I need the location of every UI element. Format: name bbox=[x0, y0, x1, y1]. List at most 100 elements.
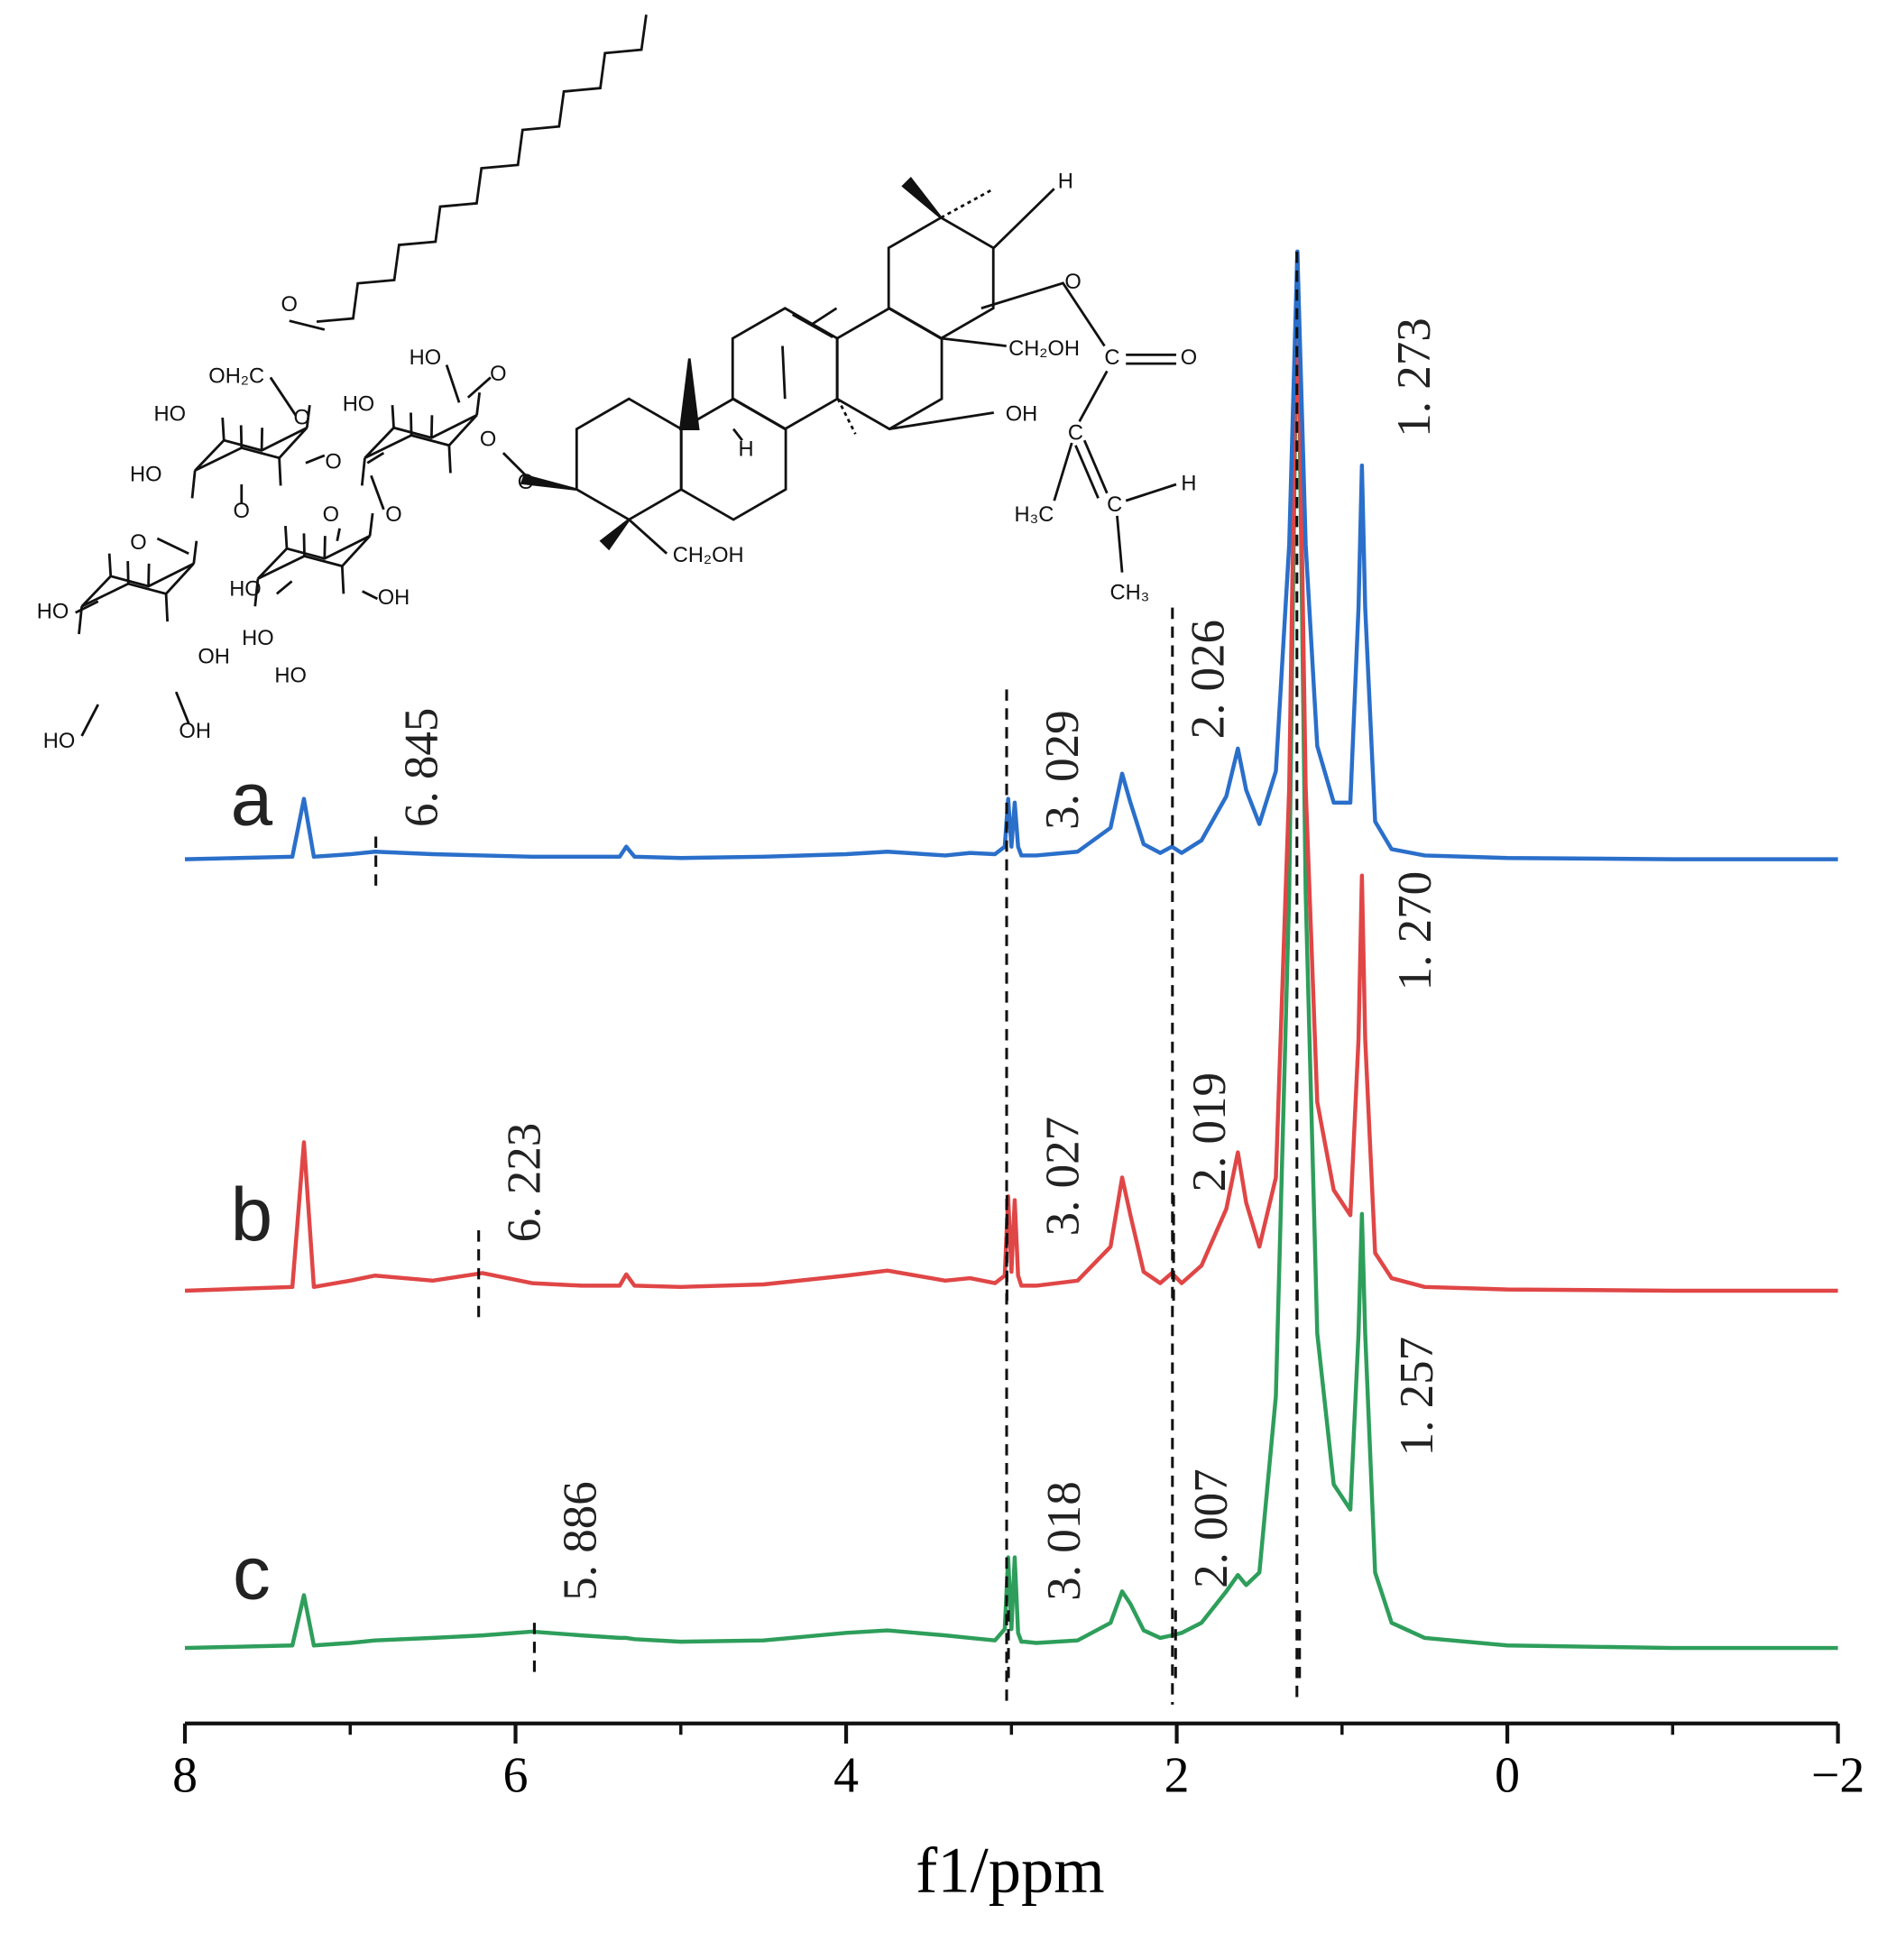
hashed-bond bbox=[836, 398, 857, 435]
alkyl-chain bbox=[316, 14, 648, 324]
substituent bbox=[278, 457, 282, 486]
peak-label: 3. 027 bbox=[1036, 1117, 1089, 1236]
atom-label: O bbox=[323, 503, 339, 527]
sugar-ring bbox=[364, 414, 478, 459]
ring bbox=[887, 216, 995, 340]
substituent bbox=[391, 405, 395, 428]
bond bbox=[275, 580, 293, 595]
atom-label: HO bbox=[343, 392, 375, 416]
atom-label: O bbox=[1181, 346, 1197, 370]
bond bbox=[810, 307, 838, 327]
substituent bbox=[368, 512, 374, 537]
series-label: a bbox=[231, 757, 273, 842]
bond bbox=[1078, 370, 1109, 422]
bond bbox=[1074, 445, 1100, 499]
bond bbox=[1082, 439, 1109, 494]
atom-label: OH bbox=[378, 586, 410, 610]
wedge bbox=[599, 518, 631, 551]
bond bbox=[80, 704, 100, 737]
atom-label: O bbox=[325, 451, 341, 474]
atom-label: H bbox=[1181, 472, 1196, 495]
substituent bbox=[284, 525, 289, 549]
atom-label: HO bbox=[37, 601, 69, 624]
bond bbox=[992, 188, 1055, 249]
substituent bbox=[221, 417, 226, 441]
atom-label: O bbox=[1064, 271, 1081, 294]
bond bbox=[366, 451, 385, 465]
substituent bbox=[429, 415, 434, 438]
x-tick-label: 4 bbox=[833, 1747, 859, 1803]
substituent bbox=[192, 540, 198, 565]
substituent bbox=[305, 404, 311, 428]
x-tick-label: 0 bbox=[1495, 1747, 1520, 1803]
substituent bbox=[302, 533, 306, 557]
double-bond bbox=[791, 313, 833, 339]
peak-label: 1. 270 bbox=[1389, 871, 1441, 990]
atom-label: HO bbox=[130, 464, 162, 487]
bond bbox=[732, 428, 743, 442]
ring bbox=[835, 307, 944, 431]
atom-label: H₃C bbox=[1014, 503, 1054, 527]
atom-label: CH₂OH bbox=[1008, 337, 1080, 361]
sugar-ring bbox=[80, 562, 195, 608]
bond bbox=[1116, 515, 1124, 573]
substituent bbox=[164, 594, 170, 622]
peak-label: 3. 018 bbox=[1038, 1481, 1091, 1600]
atom-label: C bbox=[1068, 421, 1083, 445]
x-tick-label: 2 bbox=[1164, 1747, 1190, 1803]
peak-label: 6. 223 bbox=[499, 1123, 551, 1242]
peak-label: 3. 029 bbox=[1036, 710, 1089, 829]
substituent bbox=[190, 470, 197, 499]
atom-label: OH₂C bbox=[208, 365, 264, 389]
sugar-ring bbox=[256, 534, 372, 580]
peak-label: 6. 845 bbox=[396, 708, 448, 827]
bond bbox=[1125, 483, 1177, 502]
atom-label: OH bbox=[179, 720, 211, 743]
bond bbox=[305, 454, 326, 465]
atom-label: C bbox=[1107, 493, 1122, 517]
spectrum-line bbox=[184, 249, 1838, 1651]
x-tick-label: −2 bbox=[1811, 1747, 1864, 1803]
series-label: b bbox=[231, 1172, 273, 1256]
spectrum-line bbox=[184, 249, 1838, 861]
bond bbox=[289, 319, 326, 331]
atom-label: CH₃ bbox=[1109, 582, 1149, 605]
x-axis-label: f1/ppm bbox=[916, 1834, 1104, 1907]
atom-label: OH bbox=[1006, 403, 1038, 427]
wedge bbox=[520, 474, 577, 491]
bond bbox=[370, 474, 385, 511]
substituent bbox=[253, 578, 260, 607]
atom-label: O bbox=[518, 471, 534, 494]
atom-label: OH bbox=[198, 646, 230, 669]
bond bbox=[269, 376, 297, 417]
atom-label: O bbox=[234, 500, 250, 523]
hashed-bond bbox=[940, 188, 995, 219]
bond bbox=[362, 590, 379, 601]
peak-label: 2. 019 bbox=[1183, 1072, 1236, 1192]
bond bbox=[75, 600, 99, 614]
atom-label: CH₂OH bbox=[673, 544, 744, 567]
chemical-structure bbox=[75, 14, 1177, 737]
substituent bbox=[126, 561, 130, 584]
bond bbox=[781, 345, 787, 400]
atom-label: O bbox=[385, 503, 401, 527]
substituent bbox=[340, 566, 345, 594]
peak-label: 2. 007 bbox=[1185, 1468, 1238, 1587]
wedge bbox=[901, 176, 943, 219]
series-label: c bbox=[233, 1530, 271, 1615]
bond bbox=[466, 376, 492, 399]
atom-label: H bbox=[1058, 170, 1073, 194]
bond bbox=[445, 364, 461, 403]
substituent bbox=[360, 457, 366, 486]
peak-label: 5. 886 bbox=[554, 1481, 606, 1600]
bond bbox=[628, 519, 668, 555]
bond bbox=[980, 281, 1106, 347]
bond bbox=[156, 537, 189, 555]
atom-label: O bbox=[294, 407, 310, 430]
sugar-ring bbox=[194, 426, 308, 472]
substituent bbox=[147, 563, 151, 587]
spectrum-line bbox=[184, 249, 1838, 1293]
bond bbox=[888, 411, 995, 431]
atom-label: O bbox=[490, 363, 506, 386]
